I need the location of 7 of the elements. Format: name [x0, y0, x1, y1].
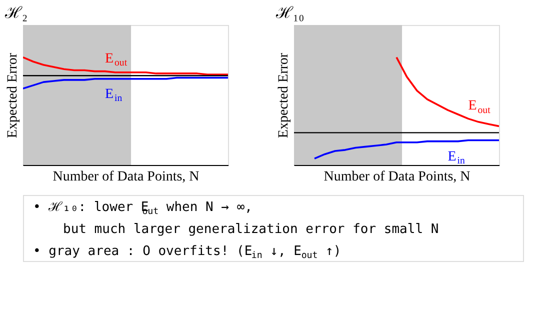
x-axis-title: Number of Data Points, N — [324, 170, 470, 184]
x-axis-title: Number of Data Points, N — [52, 170, 200, 184]
chart-title: ℋ₁₀ — [275, 5, 304, 22]
text: but much larger generalization error for small N — [63, 222, 439, 237]
y-axis-title: Expected Error — [6, 52, 20, 138]
chart-title: ℋ₂ — [4, 5, 28, 22]
y-axis-title: Expected Error — [276, 52, 292, 138]
